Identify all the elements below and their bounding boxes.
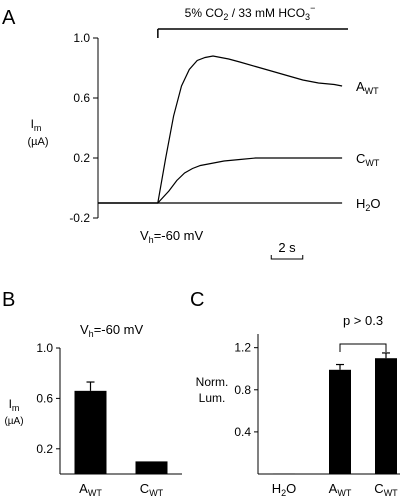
panel-a-y-tick-label: 0.2	[73, 151, 90, 165]
panel-b-category-labels: AWT CWT	[79, 481, 164, 498]
panel-b-bar	[74, 390, 107, 474]
panel-c-bar-chart: 1.2 0.8 0.4 Norm. Lum. H2O AWT CWT p > 0.3	[196, 313, 400, 498]
panel-c-y-tick-label: 0.8	[234, 383, 251, 397]
panel-a-traces	[98, 55, 343, 204]
panel-a-trace-labels: AWT CWT H2O	[356, 79, 381, 213]
panel-b-y-tick-label: 0.6	[36, 391, 53, 405]
panel-a-trace-chart: 5% CO2 / 33 mM HCO3− 1.0 0.6 0.2 -0.2 Im (µ…	[27, 3, 381, 260]
panel-c-y-tick-label: 1.2	[234, 341, 251, 355]
panel-b-y-unit: (µA)	[4, 416, 23, 427]
significance-bracket	[339, 343, 387, 352]
panel-b-bar	[135, 461, 168, 474]
panel-a-y-unit: (µA)	[27, 136, 48, 148]
panel-c-category-label: H2O	[272, 481, 297, 498]
panel-b-category-label: CWT	[140, 481, 164, 498]
panel-c-bar	[375, 358, 397, 474]
panel-a-condition-label: 5% CO2 / 33 mM HCO3−	[185, 3, 316, 22]
panel-a-y-tick-label: 1.0	[73, 31, 90, 45]
panel-b-category-label: AWT	[79, 481, 102, 498]
panel-c-category-labels: H2O AWT CWT	[272, 481, 398, 498]
time-scale-bar-label: 2 s	[278, 240, 296, 255]
panel-b-bars	[74, 381, 168, 474]
panel-c-category-label: CWT	[374, 481, 398, 498]
panel-c-y-label-line1: Norm.	[196, 375, 229, 389]
panel-b-holding-potential: Vh=-60 mV	[80, 322, 144, 339]
panel-a-y-ticks: 1.0 0.6 0.2 -0.2	[69, 31, 98, 225]
panel-c-y-label-line2: Lum.	[199, 391, 226, 405]
panel-letter-b: B	[2, 289, 15, 311]
panel-a-y-label: Im	[31, 117, 42, 133]
significance-label: p > 0.3	[343, 313, 383, 328]
trace-label-a-wt: AWT	[356, 79, 379, 96]
panel-c-bar	[273, 473, 295, 475]
panel-b-y-tick-label: 0.2	[36, 442, 53, 456]
trace-label-c-wt: CWT	[356, 151, 380, 168]
panel-c-bars	[273, 352, 397, 475]
panel-c-bar	[329, 369, 351, 474]
panel-a-y-tick-label: 0.6	[73, 91, 90, 105]
panel-a-y-tick-label: -0.2	[69, 211, 90, 225]
panel-a-holding-potential: Vh=-60 mV	[140, 228, 204, 245]
trace-c-wt	[98, 157, 343, 204]
panel-b-y-tick-label: 1.0	[36, 341, 53, 355]
trace-label-h2o: H2O	[356, 196, 381, 213]
panel-b-y-ticks: 1.0 0.6 0.2	[36, 341, 60, 456]
panel-b-y-label: Im	[9, 397, 20, 413]
panel-c-y-tick-label: 0.4	[234, 425, 251, 439]
panel-c-category-label: AWT	[329, 481, 352, 498]
panel-b-bar-chart: Vh=-60 mV 1.0 0.6 0.2 Im (µA) AWT CWT	[4, 322, 182, 498]
panel-letter-a: A	[2, 7, 16, 29]
panel-letter-c: C	[190, 289, 204, 311]
panel-c-y-ticks: 1.2 0.8 0.4	[234, 341, 258, 439]
trace-a-wt	[98, 55, 343, 204]
time-scale-bar	[270, 255, 304, 260]
